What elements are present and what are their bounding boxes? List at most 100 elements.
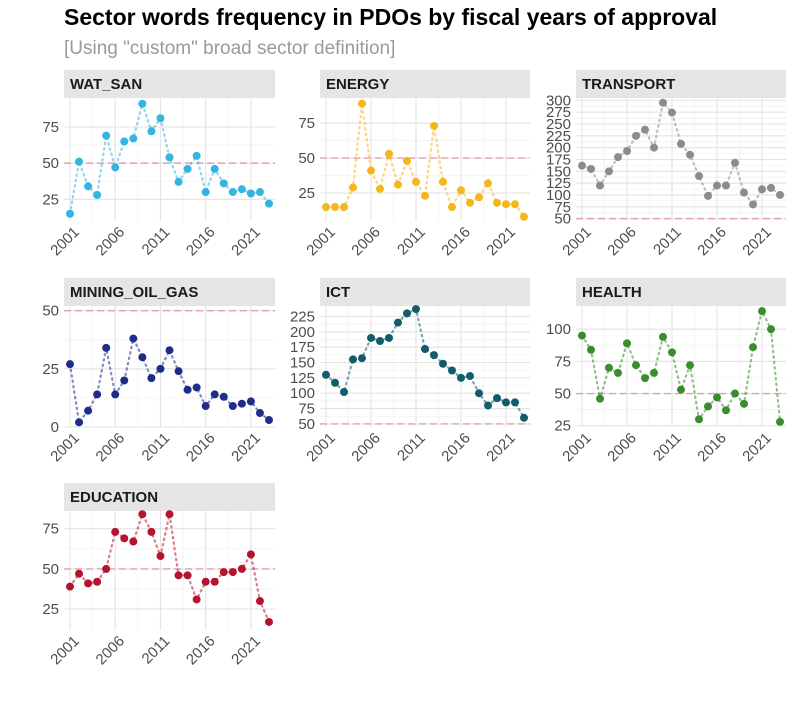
data-point	[111, 527, 120, 536]
y-tick-label: 250	[546, 116, 571, 133]
y-tick-label: 175	[546, 152, 571, 169]
x-tick-label: 2021	[739, 224, 775, 260]
data-point	[731, 158, 739, 167]
x-tick-label: 2006	[604, 430, 640, 466]
panel-education: EDUCATION 25 50 75 2001 2006 2011 2016 2021	[42, 483, 275, 668]
y-tick-label: 275	[546, 104, 571, 121]
x-tick-label: 2021	[483, 430, 519, 466]
data-point	[650, 368, 658, 377]
data-point	[448, 203, 456, 212]
data-point	[578, 331, 586, 340]
x-tick-label: 2001	[47, 633, 83, 669]
x-tick-label: 2011	[650, 430, 685, 465]
y-tick-label: 125	[546, 175, 571, 192]
data-point	[484, 179, 492, 188]
data-point	[605, 167, 613, 176]
data-point	[138, 353, 147, 362]
data-point	[174, 367, 183, 376]
data-point	[210, 390, 219, 399]
panel-background	[64, 306, 275, 427]
data-point	[466, 198, 474, 207]
data-point	[511, 398, 519, 407]
data-point	[102, 343, 111, 352]
y-tick-label: 100	[290, 385, 315, 402]
data-point	[704, 402, 712, 411]
data-point	[587, 164, 595, 173]
data-point	[502, 200, 510, 209]
data-point	[358, 354, 366, 363]
x-tick-label: 2001	[559, 430, 595, 466]
data-point	[75, 569, 84, 578]
data-point	[740, 188, 748, 197]
data-point	[367, 333, 375, 342]
data-point	[322, 203, 330, 212]
data-point	[219, 179, 228, 188]
data-point	[587, 345, 595, 354]
data-point	[385, 333, 393, 342]
x-tick-label: 2021	[228, 224, 264, 260]
data-point	[349, 355, 357, 364]
y-tick-label: 125	[290, 370, 315, 387]
data-point	[623, 146, 631, 155]
y-tick-label: 75	[298, 115, 315, 132]
data-point	[421, 191, 429, 200]
data-point	[457, 186, 465, 195]
data-point	[412, 177, 420, 186]
data-point	[111, 390, 120, 399]
y-tick-label: 225	[290, 308, 315, 325]
data-point	[340, 203, 348, 212]
strip-label: EDUCATION	[70, 489, 158, 506]
data-point	[147, 374, 156, 383]
x-tick-label: 2016	[438, 224, 474, 260]
data-point	[129, 334, 138, 343]
strip-background	[576, 70, 786, 98]
x-tick-label: 2021	[228, 430, 264, 466]
x-tick-label: 2001	[559, 224, 595, 260]
data-point	[520, 413, 528, 422]
data-point	[165, 346, 174, 355]
data-point	[421, 344, 429, 353]
x-tick-label: 2011	[139, 224, 174, 259]
data-point	[66, 360, 74, 369]
data-point	[349, 183, 357, 192]
data-point	[237, 185, 246, 194]
data-point	[201, 402, 210, 411]
data-point	[183, 164, 192, 173]
data-point	[192, 595, 201, 604]
data-point	[376, 184, 384, 193]
data-point	[183, 385, 192, 394]
data-point	[228, 188, 237, 197]
data-point	[201, 188, 210, 197]
data-point	[129, 134, 138, 143]
data-point	[228, 568, 237, 577]
data-point	[66, 209, 74, 218]
data-point	[686, 150, 694, 159]
data-point	[767, 183, 775, 192]
x-tick-label: 2021	[739, 430, 775, 466]
data-point	[219, 568, 228, 577]
data-point	[376, 337, 384, 346]
data-point	[358, 99, 366, 108]
series-line	[580, 100, 782, 207]
data-point	[201, 577, 210, 586]
data-point	[677, 385, 685, 394]
data-point	[776, 417, 784, 426]
data-point	[439, 359, 447, 368]
data-point	[430, 351, 438, 360]
data-point	[641, 125, 649, 134]
x-tick-label: 2001	[303, 430, 339, 466]
data-point	[322, 370, 330, 379]
chart-title: Sector words frequency in PDOs by fiscal…	[64, 4, 718, 30]
data-point	[677, 139, 685, 148]
strip-label: MINING_OIL_GAS	[70, 284, 198, 301]
data-point	[722, 181, 730, 190]
y-tick-label: 50	[42, 155, 59, 172]
data-point	[192, 151, 201, 160]
strip-label: WAT_SAN	[70, 76, 142, 93]
y-tick-label: 25	[298, 185, 315, 202]
data-point	[740, 399, 748, 408]
data-point	[457, 373, 465, 382]
strip-background	[64, 278, 275, 306]
data-point	[614, 368, 622, 377]
